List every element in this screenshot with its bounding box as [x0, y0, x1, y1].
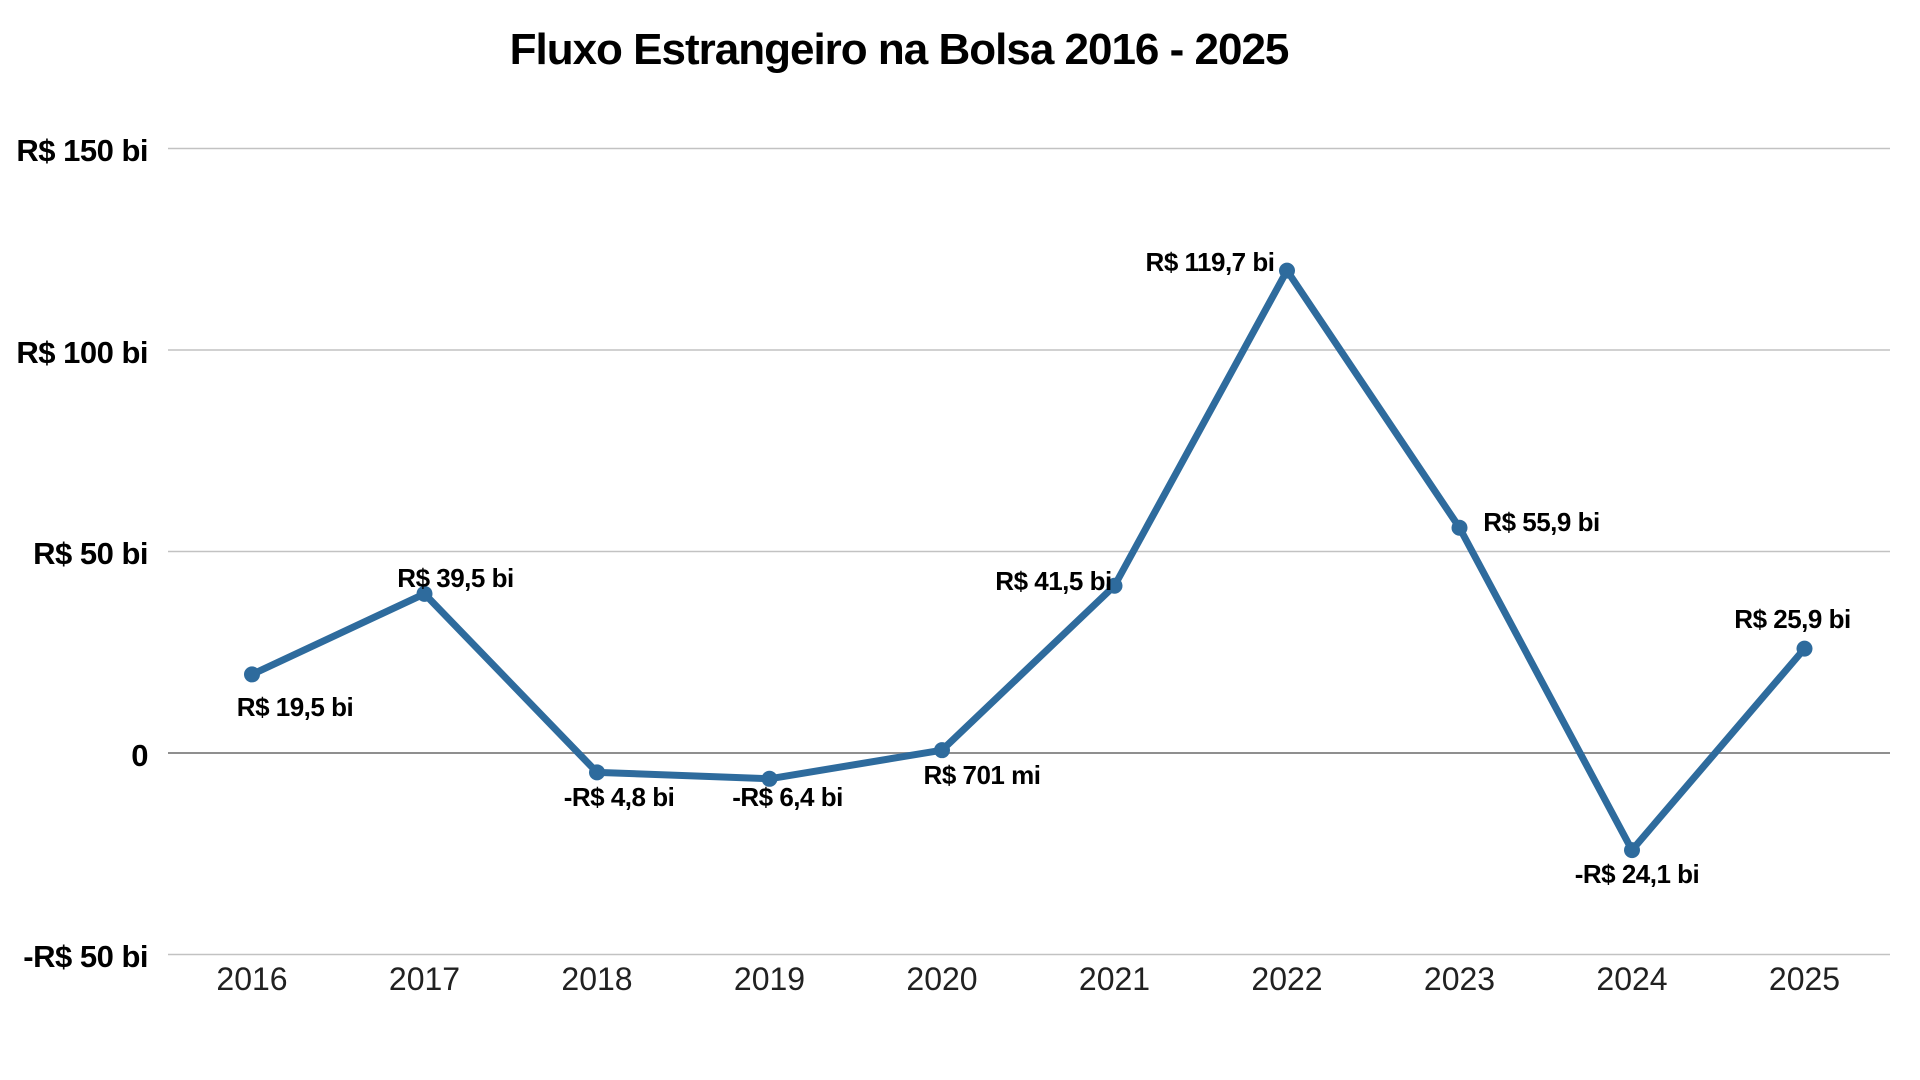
x-axis-label-2025: 2025	[1768, 961, 1841, 997]
point-value-label-2019: -R$ 6,4 bi	[732, 781, 843, 812]
point-value-label-2018: -R$ 4,8 bi	[563, 782, 675, 813]
point-value-label-2017: R$ 39,5 bi	[397, 562, 514, 593]
point-value-label-2023: R$ 55,9 bi	[1483, 506, 1600, 537]
point-value-label-2020: R$ 701 mi	[923, 760, 1041, 791]
y-axis-label-50: R$ 50 bi	[33, 536, 148, 571]
chart-title: Fluxo Estrangeiro na Bolsa 2016 - 2025	[509, 25, 1290, 74]
data-point-2025	[1796, 640, 1813, 657]
y-axis-label-100: R$ 100 bi	[16, 334, 148, 370]
point-value-label-2021: R$ 41,5 bi	[995, 565, 1112, 596]
x-axis-label-2021: 2021	[1078, 961, 1151, 997]
x-axis-label-2017: 2017	[388, 961, 461, 997]
data-point-2022	[1279, 262, 1295, 279]
data-point-2024	[1624, 842, 1640, 859]
data-point-2021	[1106, 577, 1123, 594]
x-axis-label-2024: 2024	[1596, 961, 1668, 997]
point-value-label-2024: -R$ 24,1 bi	[1574, 859, 1700, 890]
series-line	[248, 267, 1808, 854]
data-point-2023	[1451, 519, 1468, 536]
x-axis-label-2019: 2019	[733, 961, 806, 997]
y-axis-label-0: 0	[131, 737, 148, 773]
x-axis-label-2016: 2016	[216, 961, 288, 997]
data-point-2017	[416, 585, 433, 602]
y-axis-label-150: R$ 150 bi	[16, 133, 148, 168]
x-axis-label-2023: 2023	[1423, 961, 1496, 997]
point-value-label-2025: R$ 25,9 bi	[1734, 603, 1851, 634]
point-value-label-2022: R$ 119,7 bi	[1145, 246, 1275, 277]
x-axis-label-2022: 2022	[1251, 961, 1323, 997]
y-axis-label--50: -R$ 50 bi	[23, 939, 148, 974]
x-axis-label-2020: 2020	[906, 961, 978, 997]
data-point-2019	[761, 770, 778, 787]
data-point-2020	[934, 742, 950, 759]
point-value-label-2016: R$ 19,5 bi	[236, 692, 354, 723]
data-point-2018	[589, 764, 605, 781]
x-axis-label-2018: 2018	[561, 961, 633, 997]
data-point-2016	[244, 666, 260, 683]
